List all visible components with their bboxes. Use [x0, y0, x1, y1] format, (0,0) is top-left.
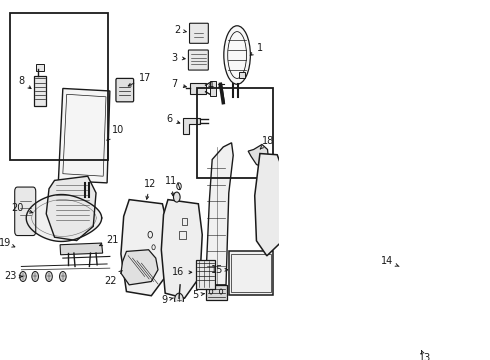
- FancyBboxPatch shape: [116, 78, 134, 102]
- Bar: [179, 230, 186, 239]
- Text: 16: 16: [172, 267, 192, 277]
- Bar: [196, 260, 215, 289]
- Bar: [210, 81, 216, 96]
- Circle shape: [46, 271, 52, 282]
- Polygon shape: [248, 144, 269, 168]
- Text: 19: 19: [0, 238, 15, 248]
- FancyBboxPatch shape: [189, 50, 208, 70]
- Polygon shape: [26, 194, 101, 242]
- FancyBboxPatch shape: [15, 187, 36, 235]
- Text: 10: 10: [107, 125, 124, 140]
- Text: 20: 20: [12, 203, 33, 213]
- Polygon shape: [46, 176, 96, 240]
- Polygon shape: [60, 243, 103, 255]
- FancyBboxPatch shape: [190, 23, 208, 43]
- Text: 15: 15: [211, 265, 228, 275]
- Text: 21: 21: [99, 235, 119, 246]
- Text: 23: 23: [4, 271, 22, 282]
- Text: 12: 12: [144, 179, 156, 199]
- Ellipse shape: [224, 26, 250, 84]
- Text: 11: 11: [165, 176, 177, 196]
- Circle shape: [20, 271, 26, 282]
- Text: 6: 6: [166, 114, 180, 124]
- Circle shape: [59, 271, 66, 282]
- Bar: [399, 260, 409, 283]
- Text: 17: 17: [128, 73, 151, 86]
- Text: 8: 8: [18, 76, 31, 89]
- Text: 5: 5: [192, 290, 204, 300]
- Polygon shape: [58, 89, 110, 183]
- Polygon shape: [400, 247, 438, 352]
- Text: 3: 3: [172, 53, 185, 63]
- Bar: [34, 76, 46, 106]
- Polygon shape: [161, 199, 202, 298]
- Text: 18: 18: [260, 136, 274, 149]
- Polygon shape: [255, 153, 285, 256]
- Bar: [206, 285, 226, 300]
- Bar: [10, 13, 108, 160]
- Text: 2: 2: [174, 25, 186, 35]
- Text: 1: 1: [250, 43, 263, 55]
- Bar: [229, 251, 273, 295]
- Bar: [190, 82, 206, 94]
- Text: 9: 9: [162, 295, 173, 305]
- Polygon shape: [183, 118, 200, 134]
- Text: 4: 4: [207, 81, 221, 91]
- Bar: [231, 254, 271, 292]
- Text: 22: 22: [104, 271, 122, 286]
- Text: 13: 13: [418, 351, 431, 360]
- Bar: [197, 88, 273, 178]
- Text: 14: 14: [381, 256, 399, 266]
- Circle shape: [32, 271, 39, 282]
- Text: 7: 7: [172, 79, 186, 89]
- Bar: [36, 64, 44, 71]
- Polygon shape: [206, 143, 233, 285]
- Polygon shape: [121, 250, 158, 285]
- Bar: [182, 218, 187, 225]
- Circle shape: [174, 293, 183, 307]
- Circle shape: [173, 192, 180, 202]
- Bar: [239, 72, 245, 78]
- Polygon shape: [121, 199, 169, 296]
